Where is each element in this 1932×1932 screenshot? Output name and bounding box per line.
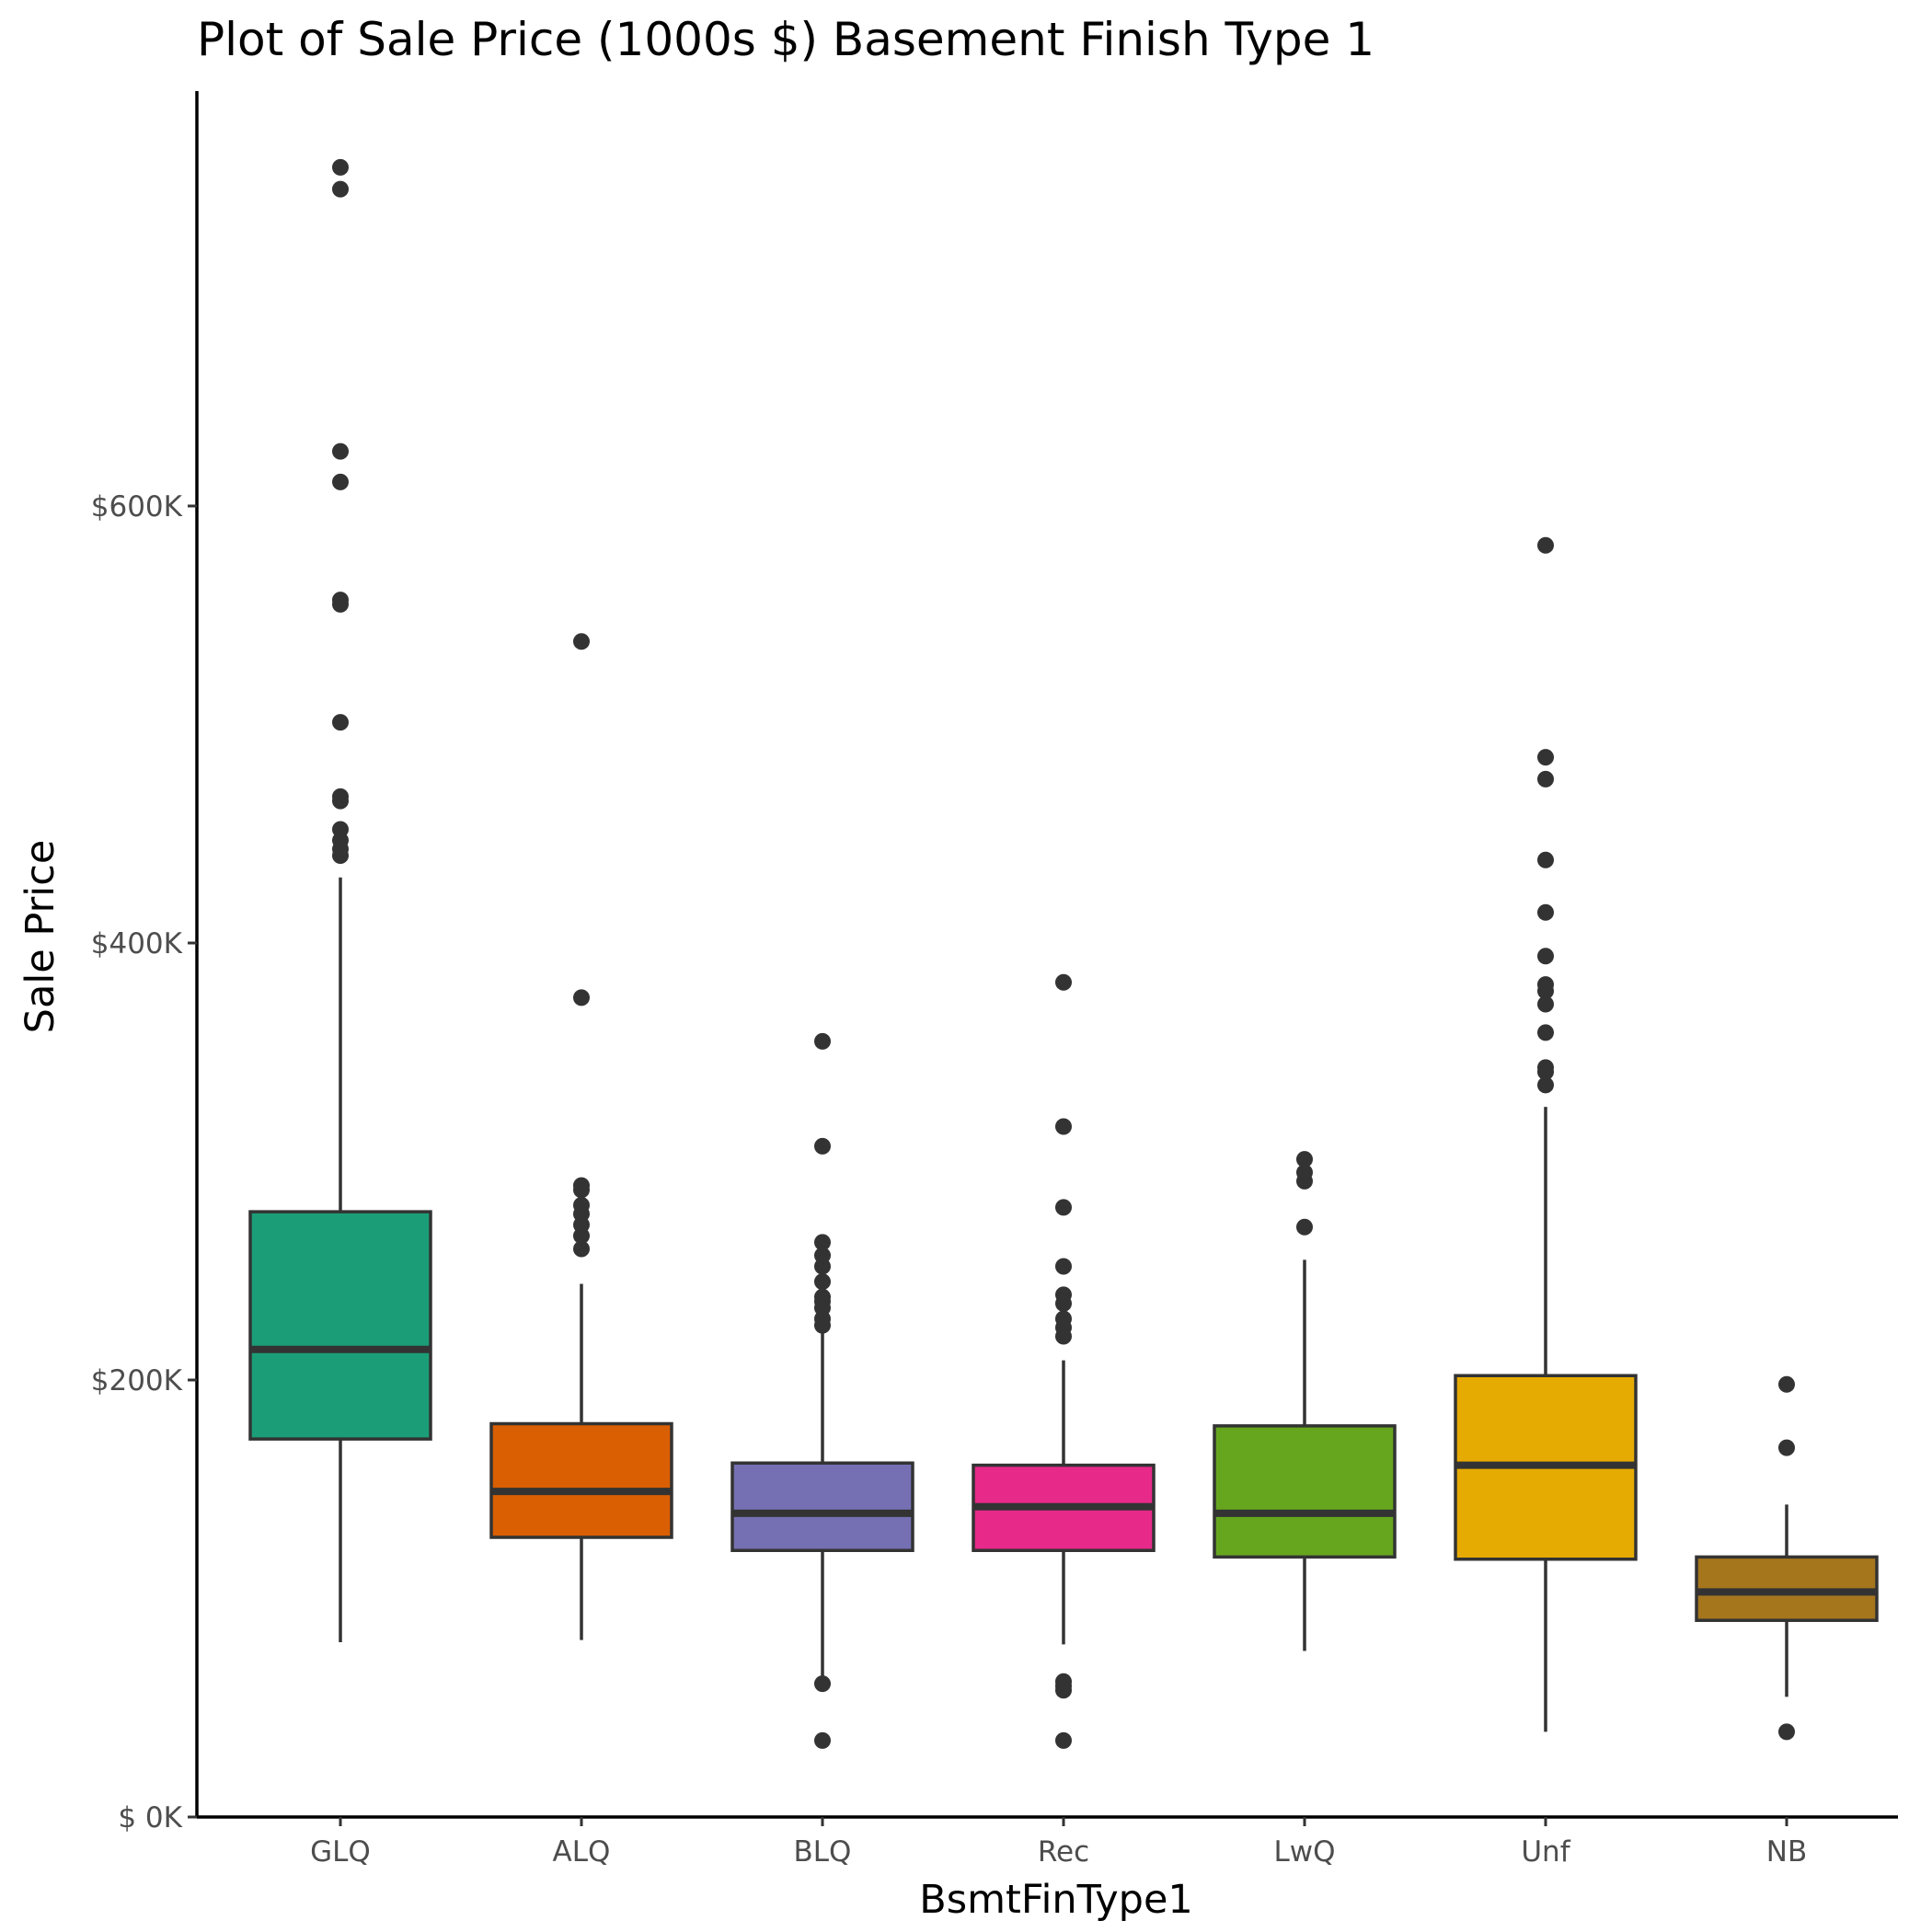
outlier-point bbox=[814, 1675, 831, 1693]
box-alq bbox=[489, 633, 673, 1640]
outlier-point bbox=[814, 1731, 831, 1749]
outlier-point bbox=[814, 1234, 831, 1251]
outlier-point bbox=[332, 473, 349, 490]
iqr-box bbox=[1213, 1424, 1397, 1559]
axes: $ 0K $200K $400K $600K GLQ ALQ BLQ Rec LwQ Unf NB bbox=[91, 91, 1898, 1869]
outlier-point bbox=[1296, 1164, 1313, 1181]
outlier-point bbox=[573, 1177, 590, 1194]
outlier-point bbox=[1055, 1258, 1072, 1275]
outlier-point bbox=[814, 1137, 831, 1155]
outlier-point bbox=[573, 633, 590, 650]
x-tick-label: NB bbox=[1766, 1835, 1807, 1869]
box-blq bbox=[730, 1032, 914, 1749]
outlier-point bbox=[1537, 770, 1554, 788]
outlier-point bbox=[814, 1288, 831, 1305]
box-nb bbox=[1695, 1375, 1879, 1741]
iqr-box bbox=[248, 1210, 432, 1441]
outlier-point bbox=[1537, 749, 1554, 766]
outlier-point bbox=[1778, 1375, 1795, 1393]
outlier-point bbox=[1537, 851, 1554, 868]
outlier-point bbox=[1055, 1673, 1072, 1690]
outlier-point bbox=[1296, 1151, 1313, 1168]
outlier-point bbox=[814, 1247, 831, 1264]
y-tick-label: $200K bbox=[91, 1364, 183, 1397]
x-tick-label: GLQ bbox=[310, 1835, 371, 1869]
outlier-point bbox=[1537, 1059, 1554, 1076]
outlier-point bbox=[1778, 1723, 1795, 1741]
outlier-point bbox=[814, 1273, 831, 1291]
x-tick-label: LwQ bbox=[1273, 1835, 1335, 1869]
outlier-point bbox=[1537, 976, 1554, 994]
outlier-point bbox=[573, 1197, 590, 1213]
iqr-box bbox=[489, 1421, 673, 1539]
outlier-point bbox=[1537, 903, 1554, 921]
outlier-point bbox=[332, 443, 349, 460]
outlier-point bbox=[573, 1240, 590, 1258]
outlier-point bbox=[1537, 1024, 1554, 1041]
outlier-point bbox=[1537, 536, 1554, 554]
x-axis-title: BsmtFinType1 bbox=[919, 1877, 1193, 1923]
outlier-point bbox=[1055, 1731, 1072, 1749]
y-tick-label: $400K bbox=[91, 927, 183, 960]
outlier-point bbox=[332, 592, 349, 609]
x-tick-label: Unf bbox=[1521, 1835, 1570, 1869]
chart-title: Plot of Sale Price (1000s $) Basement Fi… bbox=[197, 13, 1374, 66]
outlier-point bbox=[1055, 1310, 1072, 1328]
box-unf bbox=[1454, 536, 1638, 1732]
outlier-point bbox=[332, 821, 349, 838]
plot-area bbox=[248, 158, 1879, 1749]
outlier-point bbox=[1296, 1218, 1313, 1236]
x-tick-label: ALQ bbox=[553, 1835, 611, 1869]
box-lwq bbox=[1213, 1151, 1397, 1651]
iqr-box bbox=[730, 1461, 914, 1552]
box-glq bbox=[248, 158, 432, 1642]
x-tick-label: Rec bbox=[1038, 1835, 1089, 1869]
y-axis-title: Sale Price bbox=[17, 840, 63, 1034]
box-rec bbox=[972, 973, 1156, 1749]
outlier-point bbox=[332, 180, 349, 198]
outlier-point bbox=[1537, 995, 1554, 1013]
y-tick-label: $ 0K bbox=[118, 1801, 182, 1834]
outlier-point bbox=[814, 1032, 831, 1050]
outlier-point bbox=[332, 158, 349, 176]
x-tick-label: BLQ bbox=[794, 1835, 852, 1869]
outlier-point bbox=[1055, 1199, 1072, 1216]
outlier-point bbox=[1778, 1439, 1795, 1456]
outlier-point bbox=[1055, 973, 1072, 991]
outlier-point bbox=[1537, 1076, 1554, 1094]
outlier-point bbox=[1055, 1118, 1072, 1135]
outlier-point bbox=[1055, 1286, 1072, 1304]
outlier-point bbox=[573, 989, 590, 1006]
y-tick-label: $600K bbox=[91, 490, 183, 523]
outlier-point bbox=[1537, 948, 1554, 965]
outlier-point bbox=[332, 714, 349, 731]
outlier-point bbox=[332, 788, 349, 805]
